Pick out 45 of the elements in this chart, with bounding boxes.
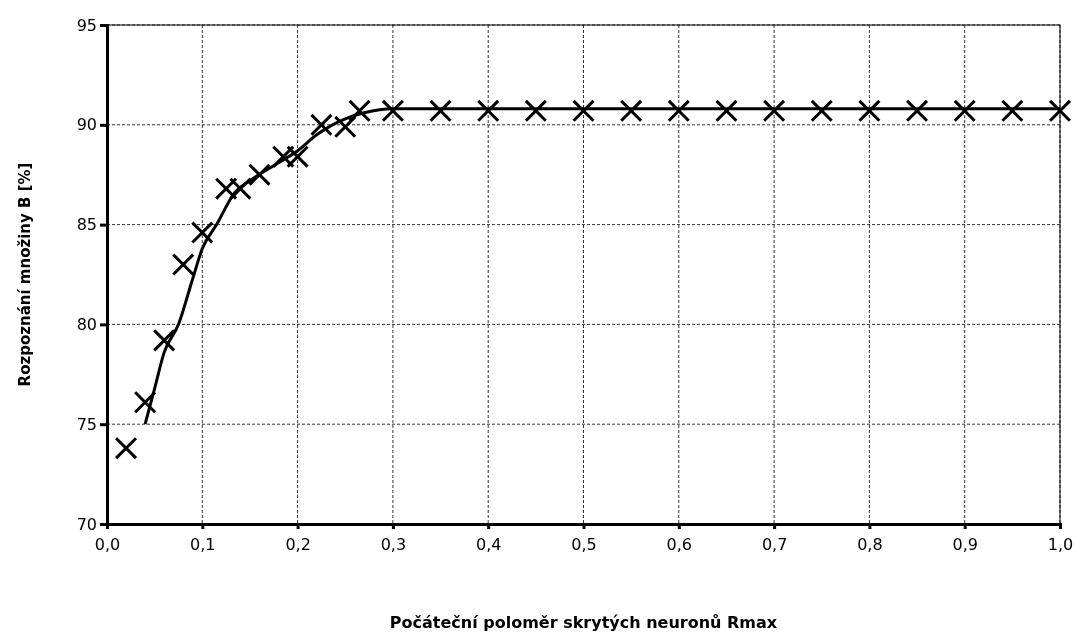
x-tick-label: 0,8	[857, 534, 883, 554]
x-tick-label: 0,6	[666, 534, 693, 554]
point	[214, 177, 238, 201]
x-tick-label: 0,7	[761, 534, 788, 554]
point	[715, 99, 738, 123]
point	[905, 99, 929, 123]
x-tick-label: 0,2	[285, 534, 311, 554]
point	[228, 177, 252, 201]
point	[953, 99, 977, 123]
point	[286, 145, 310, 169]
x-axis-title: Počáteční poloměr skrytých neuronů Rmax	[389, 613, 778, 632]
x-tick-label: 0,0	[94, 534, 121, 554]
x-tick-label: 0,4	[475, 534, 502, 554]
y-axis-title: Rozpoznání množiny B [%]	[16, 162, 34, 387]
point	[429, 99, 452, 123]
point	[190, 221, 214, 245]
point	[171, 253, 195, 276]
point	[1048, 99, 1072, 123]
point	[667, 99, 691, 123]
point	[857, 99, 881, 123]
y-tick-label: 75	[76, 414, 97, 434]
x-tick-label: 1,0	[1047, 534, 1074, 554]
y-tick-label: 90	[76, 115, 97, 135]
point	[381, 99, 405, 123]
point	[762, 99, 786, 123]
point	[810, 99, 834, 123]
point	[348, 99, 371, 123]
point	[133, 390, 157, 414]
x-tick-label: 0,3	[380, 534, 407, 554]
y-tick-label: 95	[76, 15, 97, 35]
point	[476, 99, 500, 123]
x-tick-label: 0,9	[952, 534, 978, 554]
y-tick-label: 70	[76, 514, 97, 534]
x-tick-label: 0,5	[571, 534, 597, 554]
point	[114, 436, 138, 460]
point	[1000, 99, 1024, 123]
point	[152, 328, 176, 352]
point	[271, 145, 295, 169]
y-tick-label: 80	[76, 315, 97, 335]
point	[524, 99, 548, 123]
point	[572, 99, 595, 123]
point	[248, 163, 271, 187]
x-tick-label: 0,1	[190, 534, 216, 554]
y-tick-label: 85	[76, 215, 97, 235]
point	[619, 99, 643, 123]
